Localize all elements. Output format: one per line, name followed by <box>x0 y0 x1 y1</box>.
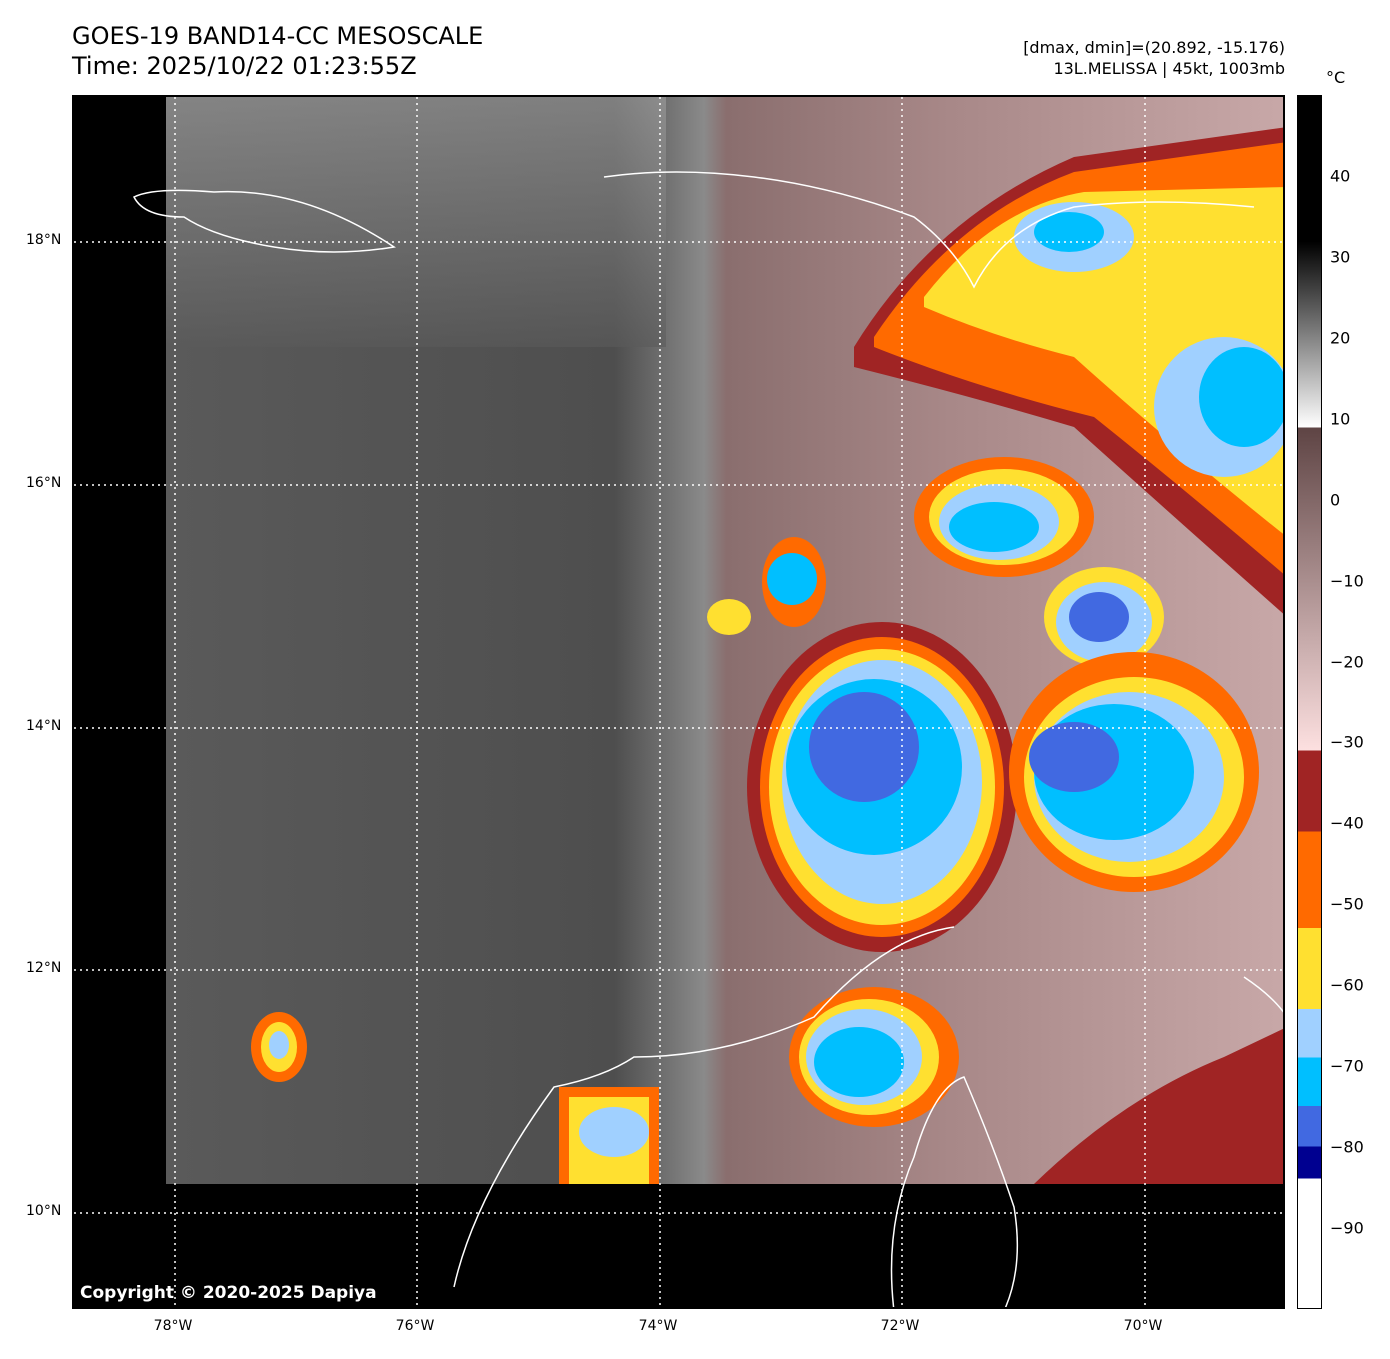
colorbar-tick: −60 <box>1330 975 1364 995</box>
lon-label: 70°W <box>1123 1318 1163 1334</box>
satellite-imagery <box>74 97 1283 1307</box>
satellite-map[interactable]: Copyright © 2020-2025 Dapiya <box>72 95 1285 1309</box>
lon-label: 76°W <box>395 1318 435 1334</box>
colorbar-tick: −90 <box>1330 1218 1364 1238</box>
coastlines <box>132 171 1283 1307</box>
graticule <box>74 97 1283 1307</box>
cloud-tops <box>251 127 1283 1184</box>
colorbar-tick: −30 <box>1330 732 1364 752</box>
colorbar-tick: −50 <box>1330 894 1364 914</box>
lat-label: 18°N <box>26 232 62 248</box>
colorbar-tick: −80 <box>1330 1137 1364 1157</box>
data-range: [dmax, dmin]=(20.892, -15.176) <box>1023 38 1285 57</box>
colorbar-tick: −10 <box>1330 571 1364 591</box>
colorbar-tick: 20 <box>1330 328 1351 348</box>
colorbar-unit: °C <box>1326 68 1346 87</box>
lat-label: 12°N <box>26 960 62 976</box>
lat-label: 16°N <box>26 475 62 491</box>
colorbar-tick: 40 <box>1330 166 1351 186</box>
storm-info: 13L.MELISSA | 45kt, 1003mb <box>1053 59 1285 78</box>
lat-label: 10°N <box>26 1203 62 1219</box>
colorbar-tick: −70 <box>1330 1056 1364 1076</box>
lon-label: 74°W <box>638 1318 678 1334</box>
title-product: GOES-19 BAND14-CC MESOSCALE <box>72 22 484 50</box>
lat-label: 14°N <box>26 718 62 734</box>
copyright: Copyright © 2020-2025 Dapiya <box>80 1283 377 1303</box>
colorbar-tick: −40 <box>1330 813 1364 833</box>
lon-label: 72°W <box>880 1318 920 1334</box>
colorbar-tick: −20 <box>1330 652 1364 672</box>
colorbar-tick: 10 <box>1330 409 1351 429</box>
title-time: Time: 2025/10/22 01:23:55Z <box>72 52 417 80</box>
colorbar-tick: 30 <box>1330 247 1351 267</box>
colorbar-tick: 0 <box>1330 490 1341 510</box>
colorbar <box>1297 95 1322 1309</box>
lon-label: 78°W <box>153 1318 193 1334</box>
